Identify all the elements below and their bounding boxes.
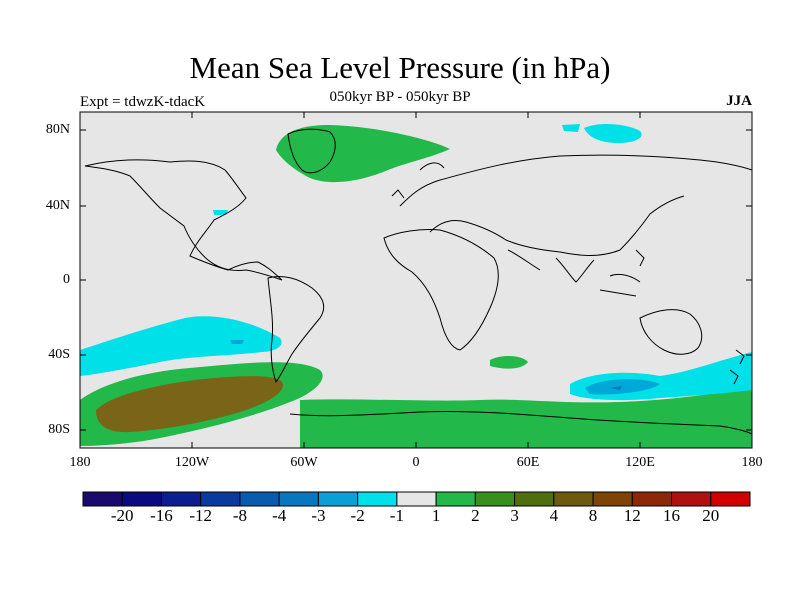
colorbar-swatch [592,491,633,507]
colorbar-label: 3 [510,506,519,525]
anomaly-region-positive [490,356,528,369]
anomaly-region-negative [585,379,660,395]
colorbar-label: 2 [471,506,480,525]
coastline-south-asia [507,249,595,283]
coastlines [84,128,752,435]
colorbar-swatch [396,491,437,507]
colorbar [82,491,751,507]
axis-ticks [80,112,752,448]
coastline-australia [639,309,703,355]
map-subtitle: 050kyr BP - 050kyr BP [329,89,471,105]
colorbar-swatch [278,491,319,507]
colorbar-swatch [317,491,359,507]
colorbar-swatch [82,491,123,507]
colorbar-swatch [121,491,162,507]
anomaly-region-positive [300,388,752,448]
anomaly-region-strong-positive [96,376,283,433]
colorbar-label: 1 [431,506,441,525]
coastline-antarctica [289,410,752,435]
colorbar-label: -2 [350,506,365,525]
coastline-southeast-asia [599,249,645,297]
anomaly-region-positive [276,125,450,183]
coastline-africa [383,229,499,351]
lat-label-40n: 40N [45,198,70,213]
colorbar-label: -8 [232,506,248,525]
colorbar-label: -3 [311,506,326,525]
colorbar-swatch [631,491,673,507]
coastline-north-europe [391,162,445,199]
coastline-greenland [287,128,336,174]
anomaly-region-negative [213,210,228,215]
colorbar-label: -4 [272,506,287,525]
coastline-south-america [267,275,325,384]
lon-label-120e: 120E [625,455,655,470]
lon-label-0: 0 [412,455,420,470]
coastline-eurasia [399,154,752,256]
lat-label-80s: 80S [48,422,70,437]
coastline-new-zealand [729,349,745,385]
colorbar-label: -12 [189,506,213,525]
lon-label-60e: 60E [516,455,540,470]
lon-label-180w: 180 [69,455,91,470]
colorbar-swatch [160,491,202,507]
experiment-label: Expt = tdwzK-tdacK [80,94,206,110]
lat-label-0: 0 [63,272,70,287]
colorbar-swatch [357,491,398,507]
coastline-north-america [84,159,283,281]
map-title: Mean Sea Level Pressure (in hPa) [189,50,611,85]
colorbar-label: 8 [588,506,598,525]
colorbar-swatch [671,491,712,507]
anomaly-region-negative [562,124,580,132]
lat-label-40s: 40S [48,347,70,362]
colorbar-swatch [239,491,280,507]
lon-label-120w: 120W [174,455,210,470]
colorbar-swatch [200,491,241,507]
colorbar-label: 20 [702,506,720,525]
colorbar-label: 16 [663,506,681,525]
anomaly-region-negative [584,124,642,143]
anomaly-region-negative [80,316,282,376]
colorbar-label: -16 [150,506,173,525]
colorbar-swatch [474,491,516,507]
season-label: JJA [726,93,752,109]
anomaly-fills [80,124,752,448]
colorbar-label: -1 [389,506,404,525]
colorbar-swatch [553,491,594,507]
colorbar-swatch [710,491,751,507]
lat-label-80n: 80N [45,122,70,137]
anomaly-region-negative [230,340,244,344]
colorbar-labels: -20 -16 -12 -8 -4 -3 -2 -1 1 2 3 4 8 12 16 20 [0,506,800,526]
colorbar-swatch [514,491,555,507]
lon-label-60w: 60W [290,455,318,470]
colorbar-label: 12 [623,506,641,525]
lon-label-180e: 180 [741,455,763,470]
colorbar-label: -20 [110,506,134,525]
colorbar-swatch [435,491,476,507]
anomaly-region-negative [610,386,622,390]
colorbar-label: 4 [549,506,559,525]
